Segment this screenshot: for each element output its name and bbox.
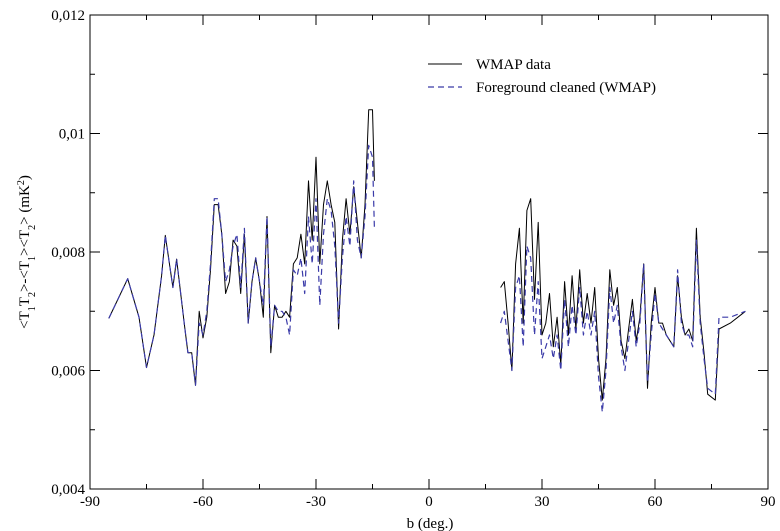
x-tick-label: -60: [193, 494, 213, 510]
x-tick-label: 60: [648, 494, 663, 510]
y-tick-label: 0,008: [51, 245, 85, 261]
x-axis: -90 -60 -30 0 30 60 90: [80, 15, 776, 510]
legend-label-wmap-data: WMAP data: [476, 57, 551, 73]
x-tick-label: -30: [306, 494, 326, 510]
x-tick-label: 30: [535, 494, 550, 510]
y-tick-label: 0,004: [51, 482, 85, 498]
plot-frame: [89, 14, 769, 490]
legend-label-foreground-cleaned: Foreground cleaned (WMAP): [476, 80, 656, 96]
y-axis-title: <T1T2>-<T1><T2> (mK2): [16, 175, 38, 329]
series-wmap-data-line-2: [500, 198, 746, 401]
series-foreground-cleaned-line-1: [108, 144, 375, 386]
y-tick-label: 0,012: [51, 8, 85, 24]
legend: WMAP data Foreground cleaned (WMAP): [428, 57, 656, 96]
y-axis: 0,004 0,006 0,008 0,01 0,012: [51, 8, 768, 498]
x-tick-label: 90: [761, 494, 776, 510]
series-wmap-data-line-1: [108, 109, 375, 386]
y-tick-label: 0,006: [51, 364, 85, 380]
x-tick-label: -90: [80, 494, 100, 510]
x-tick-label: 0: [425, 494, 433, 510]
series-foreground-cleaned-line-2: [500, 239, 746, 413]
series-layer: [108, 109, 746, 413]
x-axis-title: b (deg.): [407, 516, 454, 531]
y-tick-label: 0,01: [59, 127, 85, 143]
